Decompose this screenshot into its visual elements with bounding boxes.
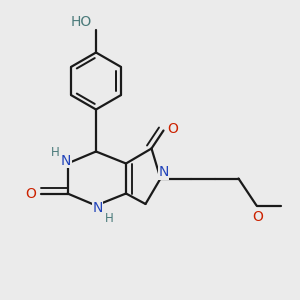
Text: N: N: [61, 154, 71, 167]
Text: O: O: [167, 122, 178, 136]
Text: N: N: [92, 202, 103, 215]
Text: O: O: [26, 187, 36, 200]
Text: O: O: [253, 210, 263, 224]
Text: HO: HO: [70, 15, 92, 29]
Text: H: H: [105, 212, 114, 225]
Text: H: H: [50, 146, 59, 159]
Text: N: N: [158, 165, 169, 179]
